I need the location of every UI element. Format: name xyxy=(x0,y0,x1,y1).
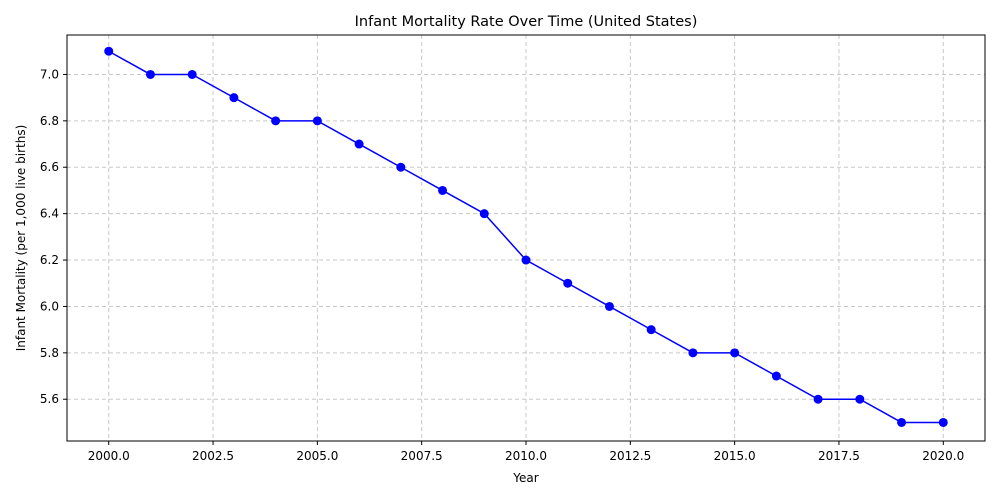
y-tick-label: 5.6 xyxy=(40,392,59,406)
data-point xyxy=(897,417,907,427)
y-tick-label: 6.6 xyxy=(40,160,59,174)
x-tick-label: 2005.0 xyxy=(296,449,338,463)
y-tick-label: 7.0 xyxy=(40,67,59,81)
y-tick-label: 6.8 xyxy=(40,114,59,128)
y-tick-label: 6.2 xyxy=(40,253,59,267)
y-axis-ticks: 5.6 5.8 6.0 6.2 6.4 6.6 6.8 7.0 xyxy=(40,67,67,406)
x-tick-label: 2015.0 xyxy=(714,449,756,463)
data-point xyxy=(479,209,489,219)
x-tick-label: 2012.5 xyxy=(609,449,651,463)
data-point xyxy=(730,348,740,358)
series-layer xyxy=(104,46,948,427)
data-point xyxy=(396,162,406,172)
x-axis-ticks: 2000.0 2002.5 2005.0 2007.5 2010.0 2012.5 2015… xyxy=(88,441,964,463)
x-tick-label: 2002.5 xyxy=(192,449,234,463)
data-point xyxy=(145,69,155,79)
data-point xyxy=(688,348,698,358)
x-tick-label: 2010.0 xyxy=(505,449,547,463)
data-point xyxy=(604,301,614,311)
x-axis-title: Year xyxy=(512,471,538,485)
x-tick-label: 2007.5 xyxy=(401,449,443,463)
y-tick-label: 6.0 xyxy=(40,299,59,313)
data-point xyxy=(354,139,364,149)
y-axis-title: Infant Mortality (per 1,000 live births) xyxy=(14,125,28,352)
data-point xyxy=(229,93,239,103)
chart-title: Infant Mortality Rate Over Time (United … xyxy=(355,14,698,30)
data-point xyxy=(646,325,656,335)
y-tick-label: 5.8 xyxy=(40,346,59,360)
data-point xyxy=(771,371,781,381)
data-point xyxy=(187,69,197,79)
data-point xyxy=(938,417,948,427)
data-point xyxy=(271,116,281,126)
data-point xyxy=(855,394,865,404)
data-point xyxy=(521,255,531,265)
x-tick-label: 2020.0 xyxy=(922,449,964,463)
data-point xyxy=(438,185,448,195)
x-tick-label: 2000.0 xyxy=(88,449,130,463)
data-point xyxy=(312,116,322,126)
y-tick-label: 6.4 xyxy=(40,207,59,221)
data-point xyxy=(813,394,823,404)
data-point xyxy=(563,278,573,288)
x-tick-label: 2017.5 xyxy=(818,449,860,463)
grid xyxy=(67,35,985,441)
data-point xyxy=(104,46,114,56)
